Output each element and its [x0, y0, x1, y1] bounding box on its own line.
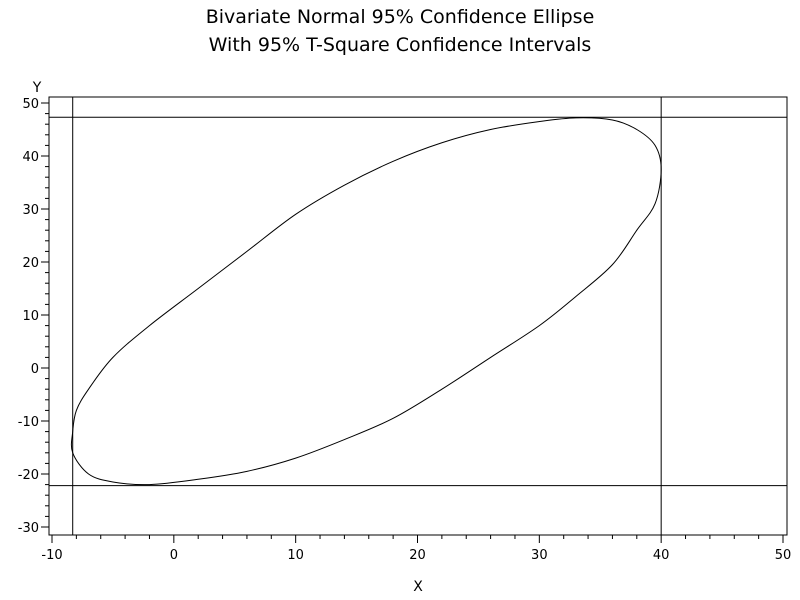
reference-lines: [49, 97, 787, 535]
x-tick-label: 30: [531, 548, 548, 563]
y-tick-label: 10: [22, 309, 39, 324]
x-tick-label: 20: [409, 548, 426, 563]
y-tick-label: -10: [18, 415, 39, 430]
y-axis: -30 -20 -10 0 10 20 30 40 50: [18, 97, 49, 536]
plot-frame: [48, 96, 788, 536]
chart-subtitle: With 95% T-Square Confidence Intervals: [209, 34, 592, 56]
y-tick-label: 0: [31, 362, 39, 377]
y-tick-label: 50: [22, 97, 39, 112]
y-tick-label: 20: [22, 256, 39, 271]
y-tick-label: -20: [18, 468, 39, 483]
x-tick-label: 50: [775, 548, 792, 563]
series-group: [70, 117, 662, 486]
x-tick-label: 40: [653, 548, 670, 563]
chart-title: Bivariate Normal 95% Confidence Ellipse: [206, 6, 595, 28]
y-tick-label: 40: [22, 150, 39, 165]
x-axis-label: X: [413, 579, 423, 595]
y-tick-label: 30: [22, 203, 39, 218]
x-tick-label: 10: [287, 548, 304, 563]
x-tick-label: 0: [170, 548, 178, 563]
y-axis-label: Y: [32, 80, 42, 96]
x-tick-label: -10: [41, 548, 62, 563]
x-axis: -10 0 10 20 30 40 50: [41, 535, 791, 563]
confidence-ellipse: [70, 117, 662, 486]
y-tick-label: -30: [18, 521, 39, 536]
